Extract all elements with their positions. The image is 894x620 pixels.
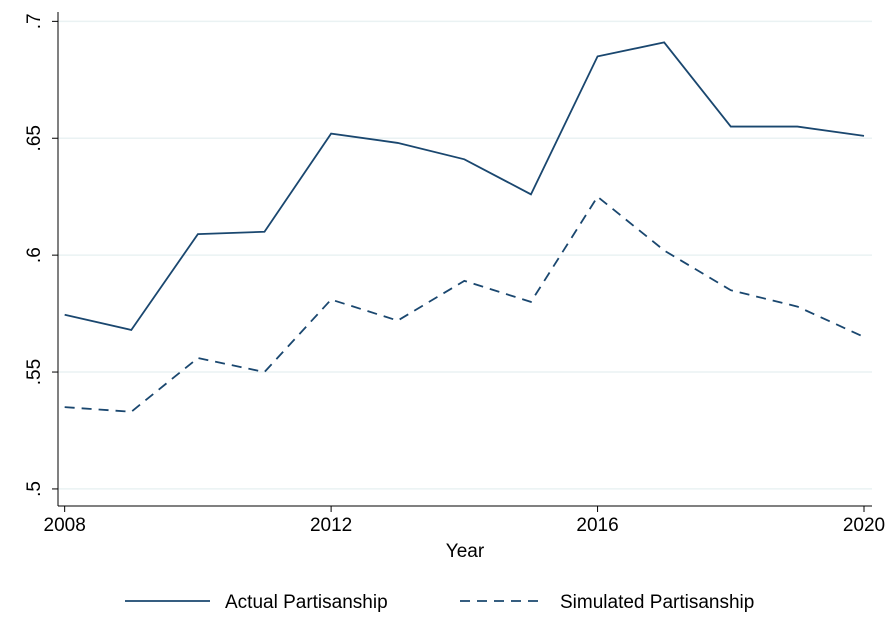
y-tick-label: .6 [24, 247, 45, 263]
x-tick-label: 2012 [310, 515, 352, 536]
x-axis-title: Year [446, 541, 485, 562]
x-tick-label: 2016 [576, 515, 618, 536]
y-tick-label: .7 [24, 13, 45, 29]
legend-label: Simulated Partisanship [560, 592, 754, 613]
series-line [64, 195, 865, 413]
series-line [64, 41, 865, 331]
legend-label: Actual Partisanship [225, 592, 388, 613]
y-tick-label: .5 [24, 481, 45, 497]
y-tick-label: .65 [24, 125, 45, 151]
y-tick-label: .55 [24, 359, 45, 385]
x-tick-label: 2008 [44, 515, 86, 536]
x-tick-label: 2020 [843, 515, 885, 536]
